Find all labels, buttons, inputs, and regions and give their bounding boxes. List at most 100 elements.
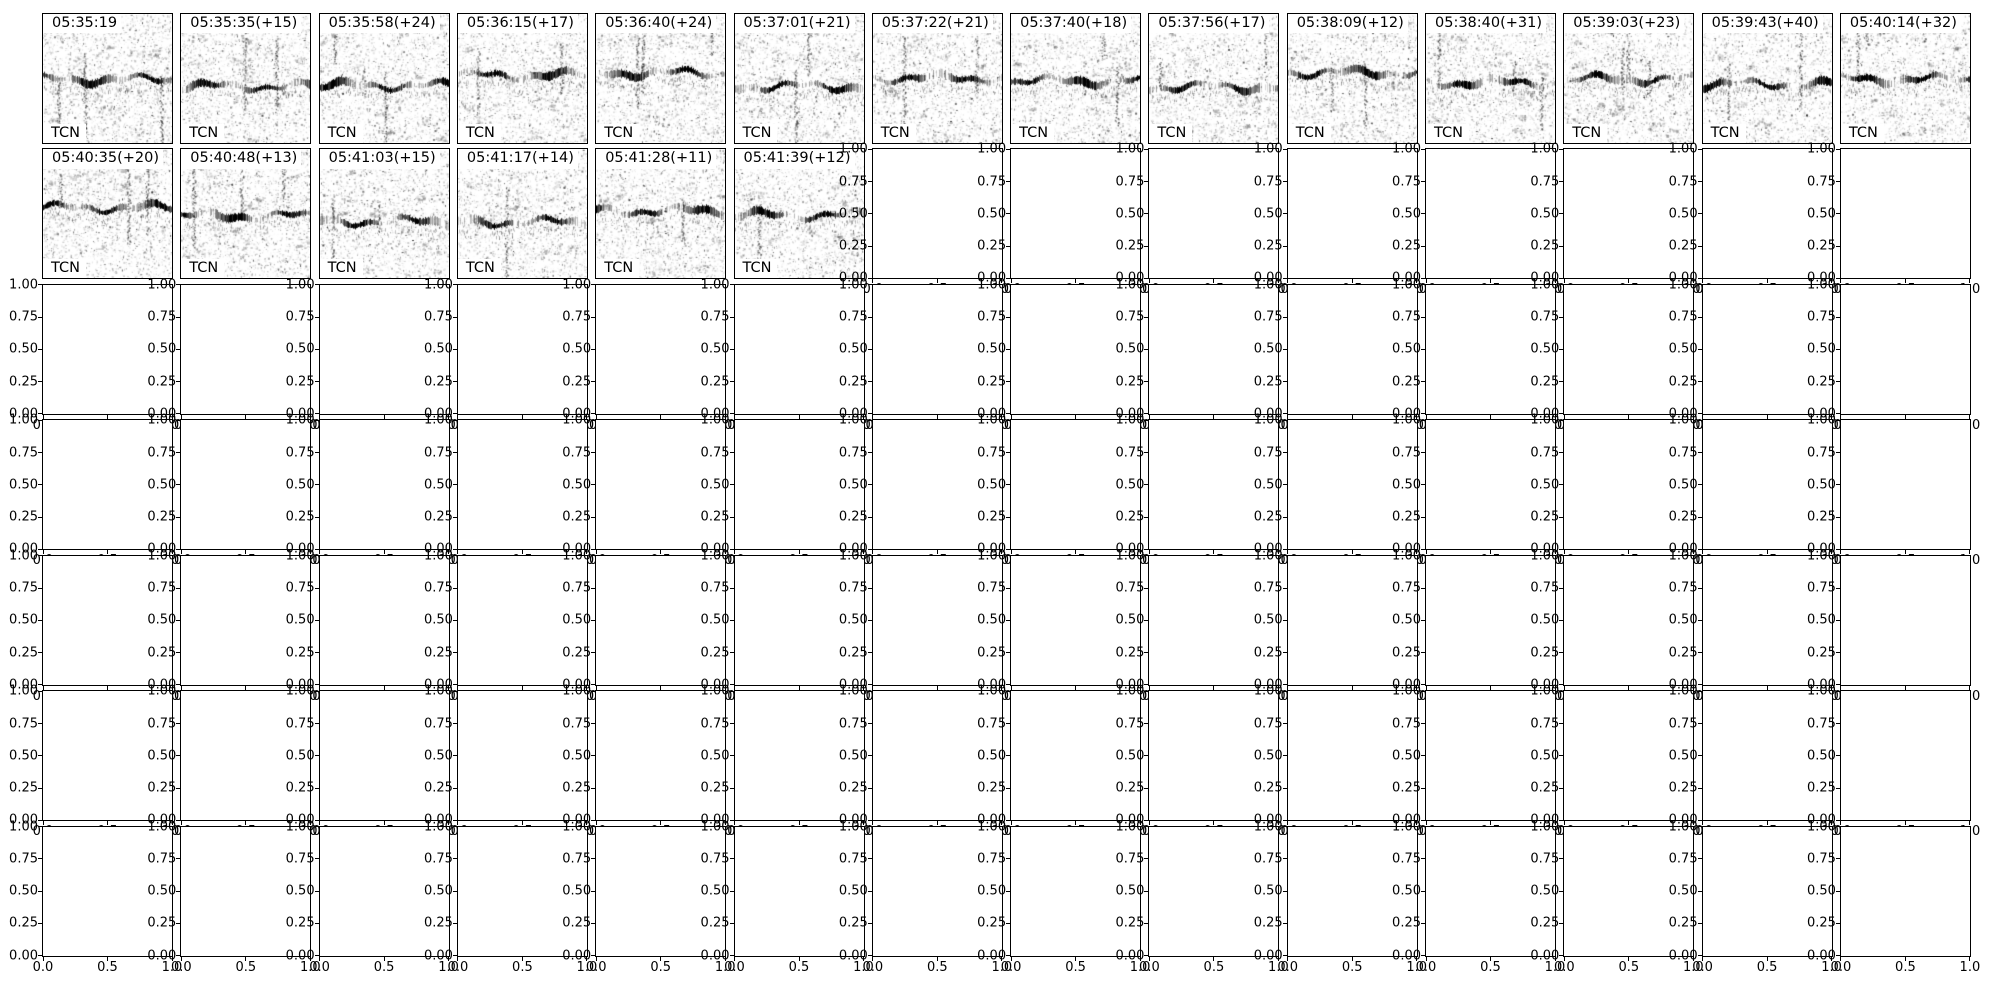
- y-tick-label: 0.50: [1253, 341, 1283, 357]
- x-tick-mark: [1904, 414, 1906, 419]
- y-tick-label: 0.75: [562, 309, 592, 325]
- y-tick-label: 0.00: [423, 812, 453, 828]
- y-tick-label: 0.00: [1253, 541, 1283, 557]
- model-label: TCN: [457, 259, 501, 279]
- y-tick-label: 0.75: [423, 445, 453, 461]
- empty-subplot: 1.000.750.500.250.000.00.51.0: [424, 685, 597, 839]
- y-tick-mark: [1835, 587, 1840, 589]
- model-label: TCN: [43, 123, 86, 143]
- y-tick-label: 1.00: [147, 548, 177, 564]
- y-tick-label: 0.25: [1392, 915, 1421, 931]
- y-tick-label: 0.75: [1253, 309, 1283, 325]
- y-tick-mark: [452, 955, 457, 957]
- y-tick-label: 0.50: [1806, 883, 1836, 899]
- empty-subplot: 1.000.750.500.250.000.00.51.0: [1530, 278, 1703, 432]
- y-tick-label: 0.50: [1806, 477, 1836, 493]
- x-tick-mark: [171, 821, 173, 826]
- y-tick-label: 0.25: [562, 780, 592, 796]
- y-tick-mark: [452, 484, 457, 486]
- x-tick-mark: [521, 414, 523, 419]
- y-tick-label: 1.00: [9, 683, 38, 699]
- y-tick-mark: [1421, 516, 1425, 518]
- y-tick-mark: [1697, 690, 1702, 692]
- y-tick-mark: [1006, 348, 1011, 350]
- y-tick-label: 1.00: [1668, 819, 1698, 835]
- y-tick-mark: [452, 381, 457, 383]
- y-tick-mark: [1835, 213, 1840, 215]
- y-tick-label: 1.00: [1392, 819, 1421, 835]
- y-tick-mark: [1421, 587, 1425, 589]
- x-tick-mark: [1766, 821, 1768, 826]
- y-tick-label: 0.75: [9, 580, 38, 596]
- spectrogram-panel: 05:40:48(+13) TCN: [180, 148, 312, 280]
- y-tick-label: 0.50: [285, 477, 315, 493]
- spectrogram-image: [596, 14, 726, 143]
- y-tick-label: 0.00: [1806, 948, 1836, 964]
- y-tick-mark: [867, 787, 872, 789]
- y-tick-mark: [1559, 858, 1564, 860]
- spectrogram-panel: 05:35:19 TCN: [42, 13, 173, 144]
- y-tick-label: 0.75: [1530, 174, 1560, 190]
- y-tick-label: 0.75: [1392, 716, 1421, 731]
- y-tick-label: 1.00: [1806, 412, 1836, 428]
- y-tick-label: 1.00: [1668, 277, 1698, 293]
- y-tick-label: 0.25: [838, 374, 868, 390]
- y-tick-mark: [1006, 819, 1011, 821]
- model-label: TCN: [1564, 123, 1608, 143]
- y-tick-label: 0.00: [147, 677, 177, 693]
- y-tick-mark: [314, 484, 319, 486]
- empty-subplot: 1.000.750.500.250.000.00.51.0: [977, 278, 1150, 432]
- y-tick-mark: [591, 419, 596, 421]
- y-tick-mark: [1282, 413, 1287, 415]
- x-tick-mark: [1213, 956, 1215, 961]
- x-tick-mark: [1287, 685, 1289, 690]
- y-tick-mark: [591, 381, 596, 383]
- y-tick-mark: [729, 684, 734, 686]
- spectrogram-panel: 05:41:39(+12) TCN: [733, 148, 865, 280]
- empty-subplot: 1.000.750.500.250.000.00.51.0: [839, 414, 1012, 568]
- y-tick-mark: [1559, 587, 1564, 589]
- x-tick-label: 1.0: [299, 959, 321, 975]
- y-tick-label: 0.50: [1530, 341, 1560, 357]
- y-tick-label: 0.50: [1530, 206, 1560, 222]
- y-tick-mark: [1697, 419, 1702, 421]
- x-tick-mark: [1692, 550, 1694, 555]
- x-tick-mark: [1351, 279, 1353, 284]
- y-tick-label: 0.00: [423, 406, 453, 422]
- x-tick-mark: [936, 821, 938, 826]
- y-tick-label: 1.00: [285, 412, 315, 428]
- y-tick-mark: [176, 413, 181, 415]
- y-tick-mark: [1144, 419, 1149, 421]
- y-tick-label: 0.50: [1806, 612, 1836, 628]
- timestamp-label: 05:38:40(+31): [1426, 14, 1547, 34]
- y-tick-mark: [38, 316, 42, 318]
- y-tick-mark: [38, 684, 42, 686]
- y-tick-mark: [1144, 516, 1149, 518]
- y-tick-label: 1.00: [1392, 683, 1421, 699]
- y-tick-mark: [314, 890, 319, 892]
- x-tick-mark: [42, 550, 44, 555]
- y-tick-label: 0.75: [285, 716, 315, 731]
- y-tick-mark: [1421, 245, 1425, 247]
- x-tick-mark: [798, 956, 800, 961]
- x-tick-mark: [1075, 279, 1077, 284]
- y-tick-mark: [1144, 819, 1149, 821]
- y-tick-mark: [176, 690, 181, 692]
- y-tick-mark: [591, 452, 596, 454]
- y-tick-mark: [1144, 890, 1149, 892]
- y-tick-label: 0.00: [1668, 948, 1698, 964]
- x-tick-mark: [245, 414, 247, 419]
- y-tick-label: 0.00: [562, 541, 592, 557]
- y-tick-label: 0.75: [977, 309, 1007, 325]
- y-tick-label: 0.00: [700, 677, 730, 693]
- y-tick-mark: [1006, 277, 1011, 279]
- y-tick-label: 1.00: [1253, 548, 1283, 564]
- y-tick-label: 0.00: [1668, 541, 1698, 557]
- y-tick-label: 1.00: [285, 548, 315, 564]
- x-tick-mark: [1351, 956, 1353, 961]
- y-tick-label: 1.00: [9, 412, 38, 428]
- y-tick-mark: [1559, 381, 1564, 383]
- y-tick-label: 0.50: [1253, 477, 1283, 493]
- empty-subplot: 1.000.750.500.250.000.00.51.0: [9, 278, 182, 432]
